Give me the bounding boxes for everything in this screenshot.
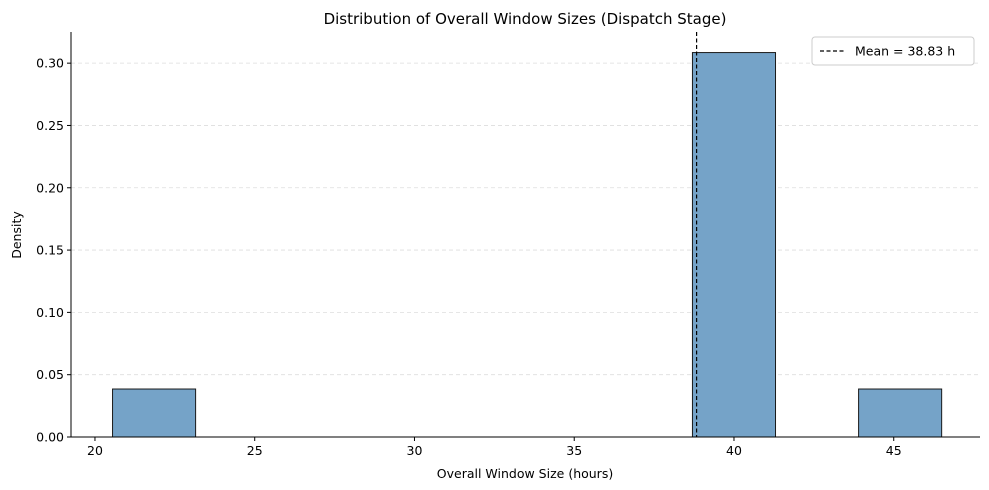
legend-mean-label: Mean = 38.83 h: [855, 44, 955, 59]
tick-marks: 20 25 30 35 40 45 0.00 0.05 0.10 0.15 0.20 0.25 0.30: [36, 56, 902, 458]
histogram-bar-2: [858, 388, 943, 438]
y-tick-label-1: 0.05: [36, 367, 64, 382]
x-tick-label-2: 30: [407, 443, 423, 458]
y-tick-label-0: 0.00: [36, 430, 64, 445]
chart-title: Distribution of Overall Window Sizes (Di…: [324, 10, 727, 28]
y-tick-label-5: 0.25: [36, 118, 64, 133]
legend-frame: [811, 36, 975, 66]
x-tick-label-5: 45: [886, 443, 902, 458]
axes: [70, 32, 980, 438]
x-tick-label-3: 35: [566, 443, 582, 458]
x-axis-label: Overall Window Size (hours): [437, 466, 613, 481]
y-tick-label-6: 0.30: [36, 56, 64, 71]
y-tick-label-4: 0.20: [36, 180, 64, 195]
histogram-bars: [112, 52, 943, 438]
y-tick-label-2: 0.10: [36, 305, 64, 320]
y-axis-label: Density: [9, 211, 24, 259]
histogram-bar-1: [691, 52, 777, 438]
grid-lines: [71, 62, 980, 376]
x-tick-label-0: 20: [87, 443, 103, 458]
legend: Mean = 38.83 h: [811, 36, 975, 66]
y-tick-label-3: 0.15: [36, 243, 64, 258]
x-tick-label-4: 40: [726, 443, 742, 458]
histogram-bar-0: [112, 388, 197, 438]
x-tick-label-1: 25: [247, 443, 263, 458]
